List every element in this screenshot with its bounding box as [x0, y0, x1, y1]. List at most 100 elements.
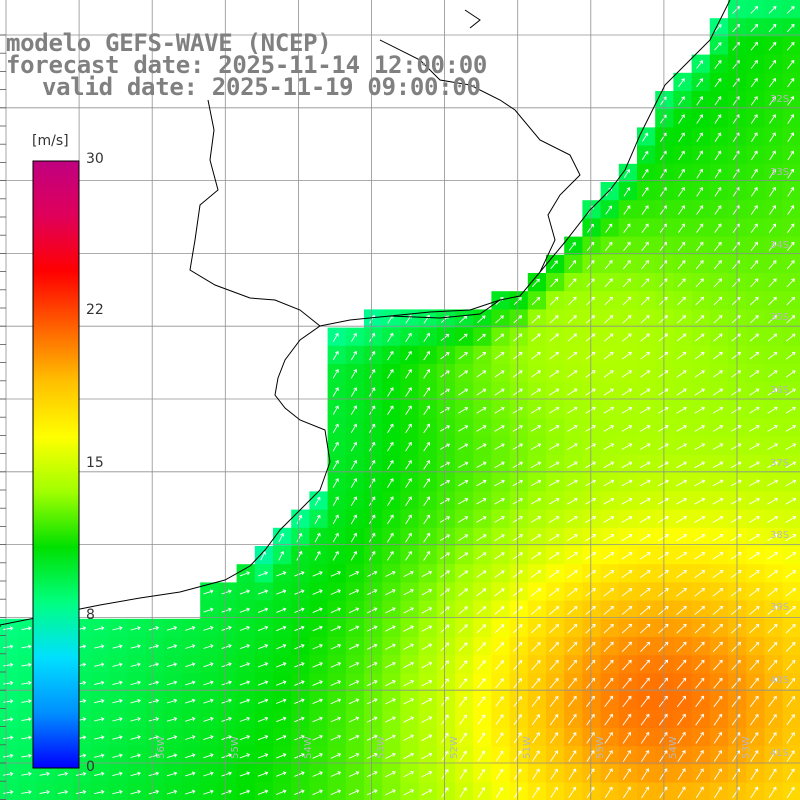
wind-arrow: [549, 406, 560, 414]
lon-label-54W-b: 54W: [667, 736, 679, 759]
ocean-cell: [400, 509, 420, 529]
ocean-cell: [728, 18, 747, 37]
wind-arrow: [750, 713, 759, 726]
wind-arrow: [366, 789, 378, 796]
wind-arrow: [603, 534, 615, 542]
wind-arrow: [548, 552, 560, 560]
wind-arrow: [494, 516, 505, 523]
ocean-cell: [764, 218, 784, 238]
ocean-cell: [327, 455, 347, 474]
ocean-cell: [527, 273, 547, 292]
ocean-cell: [491, 782, 511, 800]
wind-arrow: [3, 753, 14, 758]
ocean-cell: [655, 782, 674, 800]
ocean-cell: [491, 637, 511, 656]
wind-arrow: [3, 644, 14, 649]
ocean-cell: [655, 691, 674, 711]
wind-arrow: [459, 696, 468, 707]
wind-arrow: [768, 732, 777, 744]
ocean-cell: [309, 527, 329, 547]
ocean-cell: [418, 491, 438, 511]
ocean-cell: [746, 655, 765, 674]
wind-arrow: [785, 352, 796, 360]
ocean-cell: [345, 382, 365, 401]
wind-arrow: [3, 790, 14, 795]
wind-arrow: [677, 786, 686, 799]
wind-arrow: [657, 497, 669, 505]
wind-arrow: [423, 496, 431, 507]
wind-arrow: [385, 570, 396, 577]
wind-arrow: [678, 186, 685, 197]
wind-arrow: [166, 644, 178, 649]
wind-arrow: [768, 315, 777, 324]
ocean-cell: [746, 18, 765, 37]
wind-arrow: [112, 789, 123, 795]
ocean-cell: [509, 637, 529, 656]
ocean-cell: [473, 764, 492, 784]
ocean-cell: [764, 54, 784, 74]
wind-arrow: [567, 388, 578, 396]
ocean-cell: [345, 455, 365, 474]
wind-arrow: [714, 24, 722, 33]
wind-arrow: [621, 552, 633, 560]
ocean-cell: [618, 273, 638, 292]
ocean-cell: [618, 309, 638, 329]
lat-label-35S: 35S: [770, 312, 790, 323]
ocean-cell: [655, 746, 674, 765]
wind-arrow: [621, 406, 633, 414]
wind-arrow: [659, 260, 668, 270]
wind-arrow: [495, 696, 504, 707]
ocean-cell: [600, 782, 620, 800]
ocean-cell: [691, 72, 711, 92]
wind-arrow: [641, 768, 650, 781]
ocean-cell: [709, 309, 729, 329]
wind-arrow: [403, 770, 414, 778]
wind-arrow: [676, 425, 687, 432]
ocean-cell: [400, 327, 420, 347]
wind-arrow: [494, 642, 505, 652]
ocean-cell: [364, 345, 383, 365]
wind-arrow: [605, 223, 613, 233]
colorbar-tick-22: 22: [86, 302, 104, 318]
wind-arrow: [767, 606, 778, 615]
ocean-cell: [455, 746, 474, 765]
wind-arrow: [639, 461, 651, 469]
ocean-cell: [546, 618, 565, 638]
wind-arrow: [695, 677, 705, 689]
wind-arrow: [477, 787, 485, 798]
wind-arrow: [622, 750, 631, 762]
wind-arrow: [712, 443, 724, 450]
ocean-cell: [509, 764, 529, 784]
ocean-cell: [600, 309, 620, 329]
ocean-cell: [600, 655, 620, 674]
wind-arrow: [622, 659, 632, 671]
ocean-cell: [691, 728, 711, 747]
wind-arrow: [785, 641, 796, 652]
wind-arrow: [622, 278, 632, 288]
ocean-cell: [746, 618, 765, 638]
ocean-cell: [582, 709, 602, 729]
wind-arrow: [3, 699, 14, 704]
ocean-cell: [455, 764, 474, 784]
wind-arrow: [749, 352, 760, 360]
wind-arrow: [21, 699, 32, 704]
ocean-cell: [655, 655, 674, 674]
wind-arrow: [786, 696, 795, 707]
ocean-cell: [764, 728, 784, 747]
wind-arrow: [621, 497, 633, 505]
wind-arrow: [749, 406, 760, 414]
ocean-cell: [637, 746, 656, 765]
ocean-cell: [418, 400, 438, 420]
wind-arrow: [421, 770, 433, 778]
ocean-cell: [728, 72, 747, 92]
ocean-cell: [691, 200, 711, 219]
wind-arrow: [330, 716, 342, 723]
wind-arrow: [695, 315, 705, 324]
wind-arrow: [677, 750, 686, 762]
wind-arrow: [368, 532, 376, 543]
wind-arrow: [785, 588, 797, 597]
wind-arrow: [530, 406, 542, 414]
ocean-cell: [400, 782, 420, 800]
wind-arrow: [696, 96, 704, 106]
wind-arrow: [550, 786, 558, 799]
